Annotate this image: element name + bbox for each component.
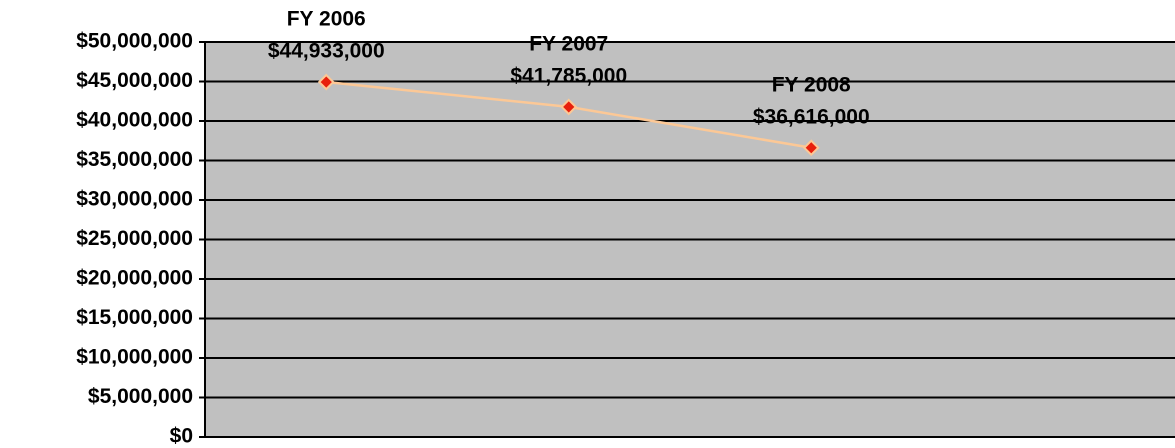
y-tick-label: $50,000,000 <box>76 30 193 53</box>
y-tick-label: $0 <box>170 425 193 448</box>
y-tick-label: $45,000,000 <box>76 69 193 92</box>
y-tick-label: $35,000,000 <box>76 148 193 171</box>
y-tick-label: $30,000,000 <box>76 188 193 211</box>
y-tick-label: $5,000,000 <box>88 385 193 408</box>
data-label: $44,933,000 <box>268 40 385 63</box>
marker <box>317 73 335 91</box>
data-label: $36,616,000 <box>753 105 870 128</box>
marker <box>802 139 820 157</box>
y-tick-label: $15,000,000 <box>76 306 193 329</box>
data-label-category: FY 2006 <box>287 8 366 31</box>
y-tick-label: $40,000,000 <box>76 109 193 132</box>
y-tick-label: $20,000,000 <box>76 267 193 290</box>
data-label-category: FY 2007 <box>529 32 608 55</box>
marker <box>560 98 578 116</box>
data-label-category: FY 2008 <box>772 73 851 96</box>
y-tick-label: $25,000,000 <box>76 227 193 250</box>
data-label: $41,785,000 <box>510 64 627 87</box>
y-tick-label: $10,000,000 <box>76 346 193 369</box>
